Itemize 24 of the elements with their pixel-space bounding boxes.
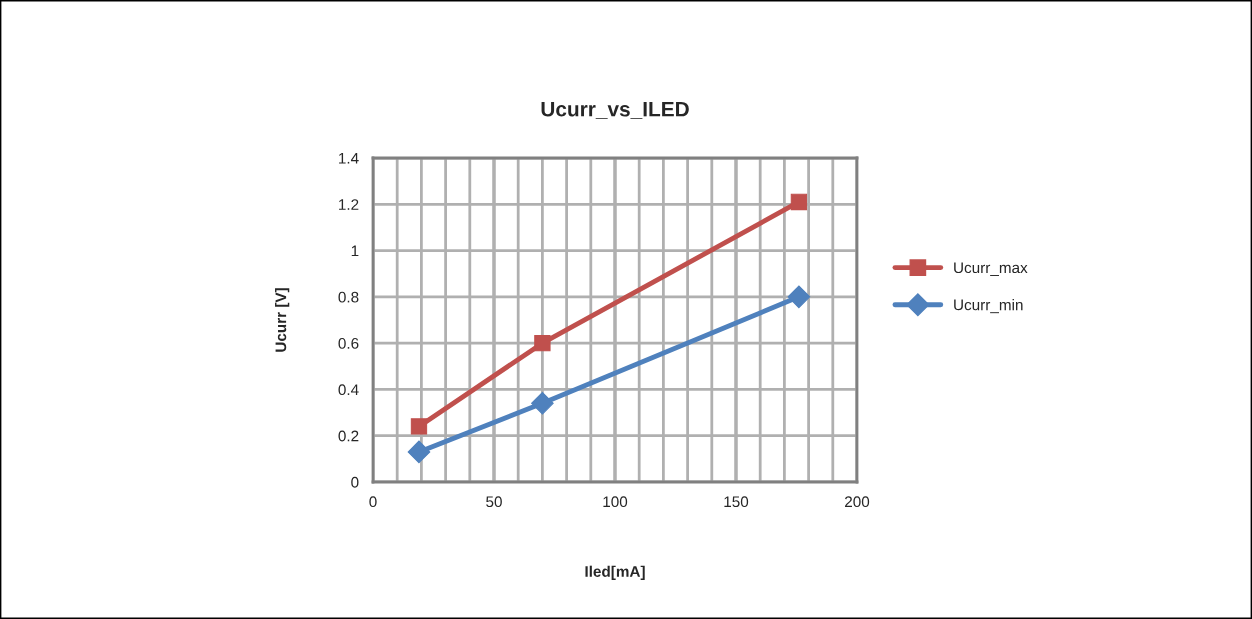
point (410, 418, 428, 435)
x-tick-label: 150 (724, 496, 749, 508)
chart-title: Ucurr_vs_ILED (541, 102, 689, 119)
x-tick-label: 100 (603, 496, 628, 508)
x-tick-label: 0 (369, 496, 377, 508)
y-tick-label: 0.6 (338, 338, 359, 349)
point (407, 440, 431, 464)
point (531, 391, 554, 415)
legend-label: Ucurr_min (954, 299, 1023, 314)
legend-label: Ucurr_max (954, 262, 1028, 277)
point (790, 193, 808, 211)
y-tick-label: 0.8 (338, 291, 359, 303)
point (534, 334, 551, 352)
y-tick-label: 1 (351, 245, 359, 257)
x-axis-title: Iled[mA] (585, 565, 645, 580)
y-tick-label: 1.2 (339, 199, 359, 210)
y-tick-label: 0.2 (338, 430, 359, 442)
point (787, 285, 811, 309)
x-tick-label: 50 (486, 496, 502, 508)
y-tick-label: 1.4 (339, 153, 359, 164)
y-tick-label: 0 (351, 476, 359, 488)
y-axis-title: Ucurr [V] (275, 288, 290, 352)
y-tick-label: 0.4 (338, 384, 359, 396)
x-tick-label: 200 (845, 496, 870, 508)
